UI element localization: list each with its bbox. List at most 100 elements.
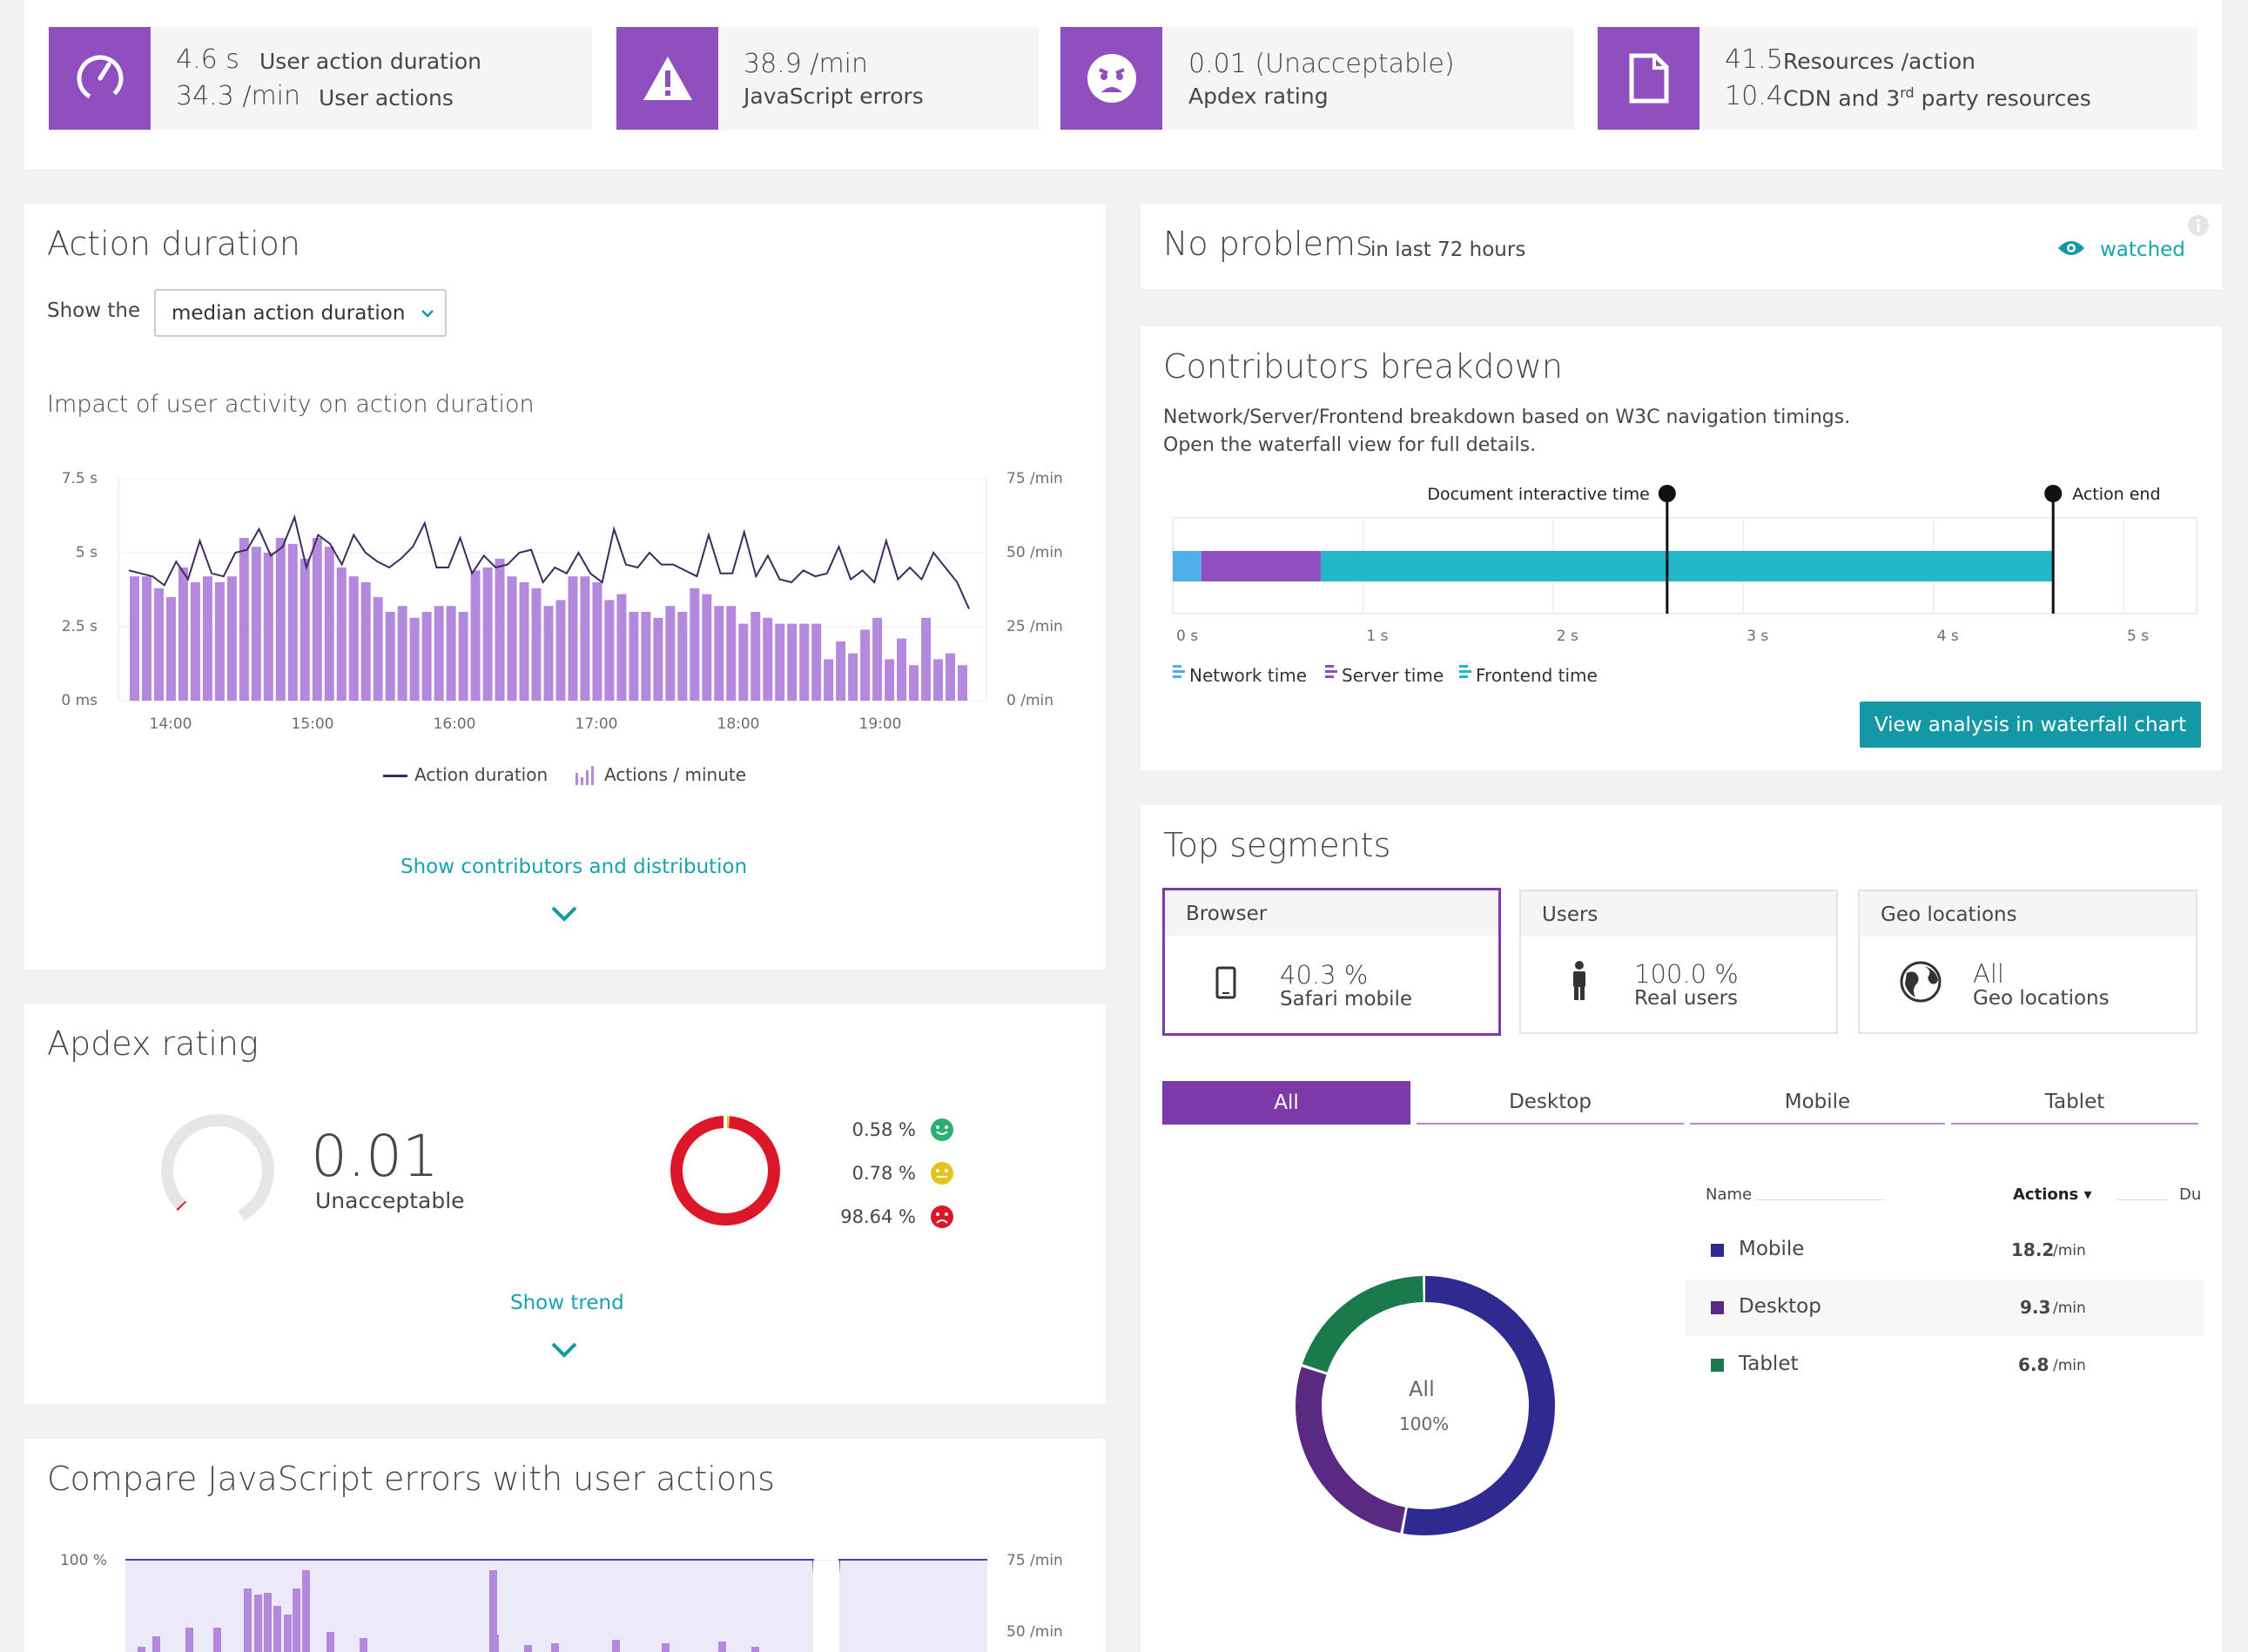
legend-icon: [1325, 675, 1334, 678]
tab-mobile[interactable]: Mobile: [1690, 1081, 1945, 1125]
segment-value: 40.3 %: [1280, 960, 1369, 990]
bar: [385, 612, 395, 701]
kpi-user-actions[interactable]: 4.6 s User action duration 34.3 /min Use…: [151, 27, 592, 130]
show-contributors-link[interactable]: Show contributors and distribution: [400, 856, 748, 878]
chevron-down-icon: [421, 310, 434, 318]
bar: [458, 612, 468, 701]
legend-icon: [1459, 665, 1468, 668]
bar: [446, 606, 456, 701]
bar: [750, 612, 761, 701]
waterfall-button[interactable]: View analysis in waterfall chart: [1860, 702, 2201, 748]
warning-icon[interactable]: [616, 27, 718, 130]
info-icon[interactable]: [2187, 214, 2210, 237]
col-name[interactable]: Name: [1706, 1185, 1753, 1204]
contributors-desc-1: Network/Server/Frontend breakdown based …: [1163, 406, 1851, 428]
chevron-down-icon[interactable]: [550, 1341, 578, 1359]
bar: [326, 1632, 334, 1652]
bar: [373, 597, 383, 701]
bar: [185, 1628, 193, 1652]
bar: [421, 612, 432, 701]
bar: [612, 1640, 620, 1652]
col-duration[interactable]: Du: [2179, 1185, 2202, 1204]
legend-label: Frontend time: [1476, 665, 1598, 686]
segment-geo[interactable]: Geo locations All Geo locations: [1858, 890, 2198, 1034]
bar: [507, 576, 517, 701]
table-row[interactable]: Mobile 18.2 /min: [1685, 1223, 2204, 1279]
legend-actions-per-minute: Actions / minute: [604, 764, 747, 785]
bar: [226, 576, 237, 701]
kpi-apdex[interactable]: 0.01 (Unacceptable) Apdex rating: [1162, 27, 1574, 130]
y-left-tick: 7.5 s: [62, 470, 98, 487]
y-right-tick: 75 /min: [1006, 1552, 1063, 1569]
donut-center-value: 100%: [1399, 1414, 1450, 1434]
bar: [718, 1642, 726, 1652]
row-name: Tablet: [1739, 1353, 1799, 1375]
bar: [178, 567, 188, 701]
x-tick: 15:00: [292, 715, 334, 733]
segment-users[interactable]: Users 100.0 % Real users: [1519, 890, 1838, 1034]
col-actions[interactable]: Actions ▾: [2013, 1185, 2092, 1204]
table-row[interactable]: Desktop 9.3 /min: [1685, 1280, 2204, 1336]
apdex-title: Apdex rating: [47, 1024, 259, 1063]
bar: [244, 1588, 252, 1652]
segment-label: Geo locations: [1973, 987, 2110, 1010]
tab-all[interactable]: All: [1162, 1081, 1410, 1125]
bar: [763, 617, 773, 701]
line-legend-icon: [383, 775, 407, 777]
bar: [604, 600, 615, 701]
kpi-js-value: 38.9 /min: [744, 49, 869, 79]
apdex-slice: [670, 1116, 780, 1226]
kpi-cdn-value: 10.4: [1725, 81, 1783, 111]
x-tick: 3 s: [1747, 628, 1768, 645]
bar: [251, 547, 261, 701]
bar: [152, 1636, 160, 1652]
bar: [275, 538, 286, 701]
desktop-swatch: [1711, 1301, 1724, 1314]
bar: [641, 612, 651, 701]
duration-metric-select[interactable]: median action duration: [154, 289, 447, 337]
bar: [336, 567, 347, 701]
speedometer-icon[interactable]: [49, 27, 151, 130]
bar: [141, 576, 151, 701]
tolerating-pct: 0.78 %: [851, 1163, 916, 1184]
bar: [273, 1606, 281, 1652]
problems-title: No problems: [1163, 225, 1373, 263]
kpi-resources[interactable]: 41.5 Resources /action 10.4 CDN and 3rd …: [1699, 27, 2198, 130]
impact-chart: 7.5 s 75 /min 5 s 50 /min 2.5 s 25 /min 0 ms 0 …: [61, 470, 1063, 733]
legend-icon: [1459, 675, 1468, 678]
eye-icon[interactable]: [2056, 238, 2086, 258]
bar: [519, 582, 529, 701]
kpi-js-errors[interactable]: 38.9 /min JavaScript errors: [718, 27, 1039, 130]
segment-value: 100.0 %: [1634, 959, 1739, 989]
bar: [263, 553, 273, 701]
x-tick: 19:00: [859, 715, 902, 733]
marker-label: Action end: [2072, 485, 2160, 504]
kpi-actions-value: 34.3 /min: [176, 81, 301, 111]
show-trend-link[interactable]: Show trend: [510, 1292, 624, 1314]
y-left-tick: 100 %: [60, 1552, 107, 1569]
tab-tablet[interactable]: Tablet: [1951, 1081, 2198, 1125]
chevron-down-icon[interactable]: [550, 905, 578, 923]
y-right-tick: 75 /min: [1006, 470, 1063, 487]
bar: [360, 1638, 367, 1652]
compare-title: Compare JavaScript errors with user acti…: [47, 1460, 775, 1498]
chart-legend: Action duration Actions / minute: [383, 764, 746, 789]
x-tick: 17:00: [575, 715, 618, 733]
legend-icon: [1459, 670, 1471, 673]
legend-icon: [1173, 675, 1181, 678]
segment-browser[interactable]: Browser 40.3 % Safari mobile: [1162, 888, 1501, 1036]
apdex-legend: 0.58 % 0.78 % 98.64 %: [784, 1116, 975, 1238]
tab-desktop[interactable]: Desktop: [1417, 1081, 1684, 1125]
bar: [592, 582, 602, 701]
bar: [470, 570, 481, 701]
row-unit: /min: [2053, 1299, 2086, 1317]
frustrated-face-icon[interactable]: [1060, 27, 1162, 130]
bar: [653, 617, 663, 701]
document-icon[interactable]: [1598, 27, 1699, 130]
watched-link[interactable]: watched: [2100, 238, 2185, 261]
marker-dot: [1658, 485, 1676, 502]
kpi-resources-label: Resources /action: [1783, 49, 1975, 74]
show-the-label: Show the: [47, 299, 141, 322]
table-row[interactable]: Tablet 6.8 /min: [1685, 1338, 2204, 1393]
person-icon: [1573, 961, 1585, 1000]
